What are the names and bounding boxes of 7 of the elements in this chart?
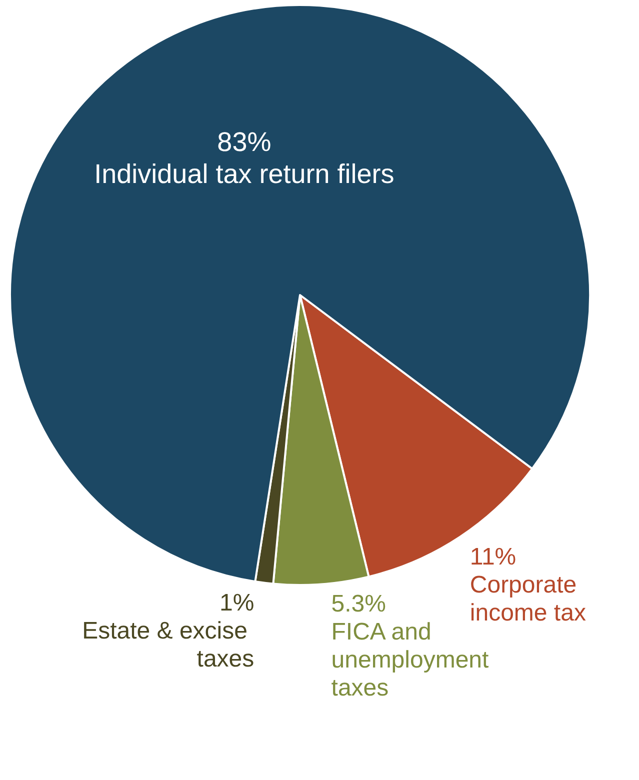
slice-label: Estate & excise taxes bbox=[82, 617, 254, 672]
data-label: 5.3% bbox=[331, 590, 386, 618]
data-label: 1% bbox=[219, 589, 254, 616]
slice-label: Individual tax return filers bbox=[94, 158, 394, 189]
slice-label: Corporate income tax bbox=[470, 571, 586, 626]
data-label: 11% bbox=[470, 543, 516, 570]
data-label: 83% bbox=[217, 126, 272, 157]
